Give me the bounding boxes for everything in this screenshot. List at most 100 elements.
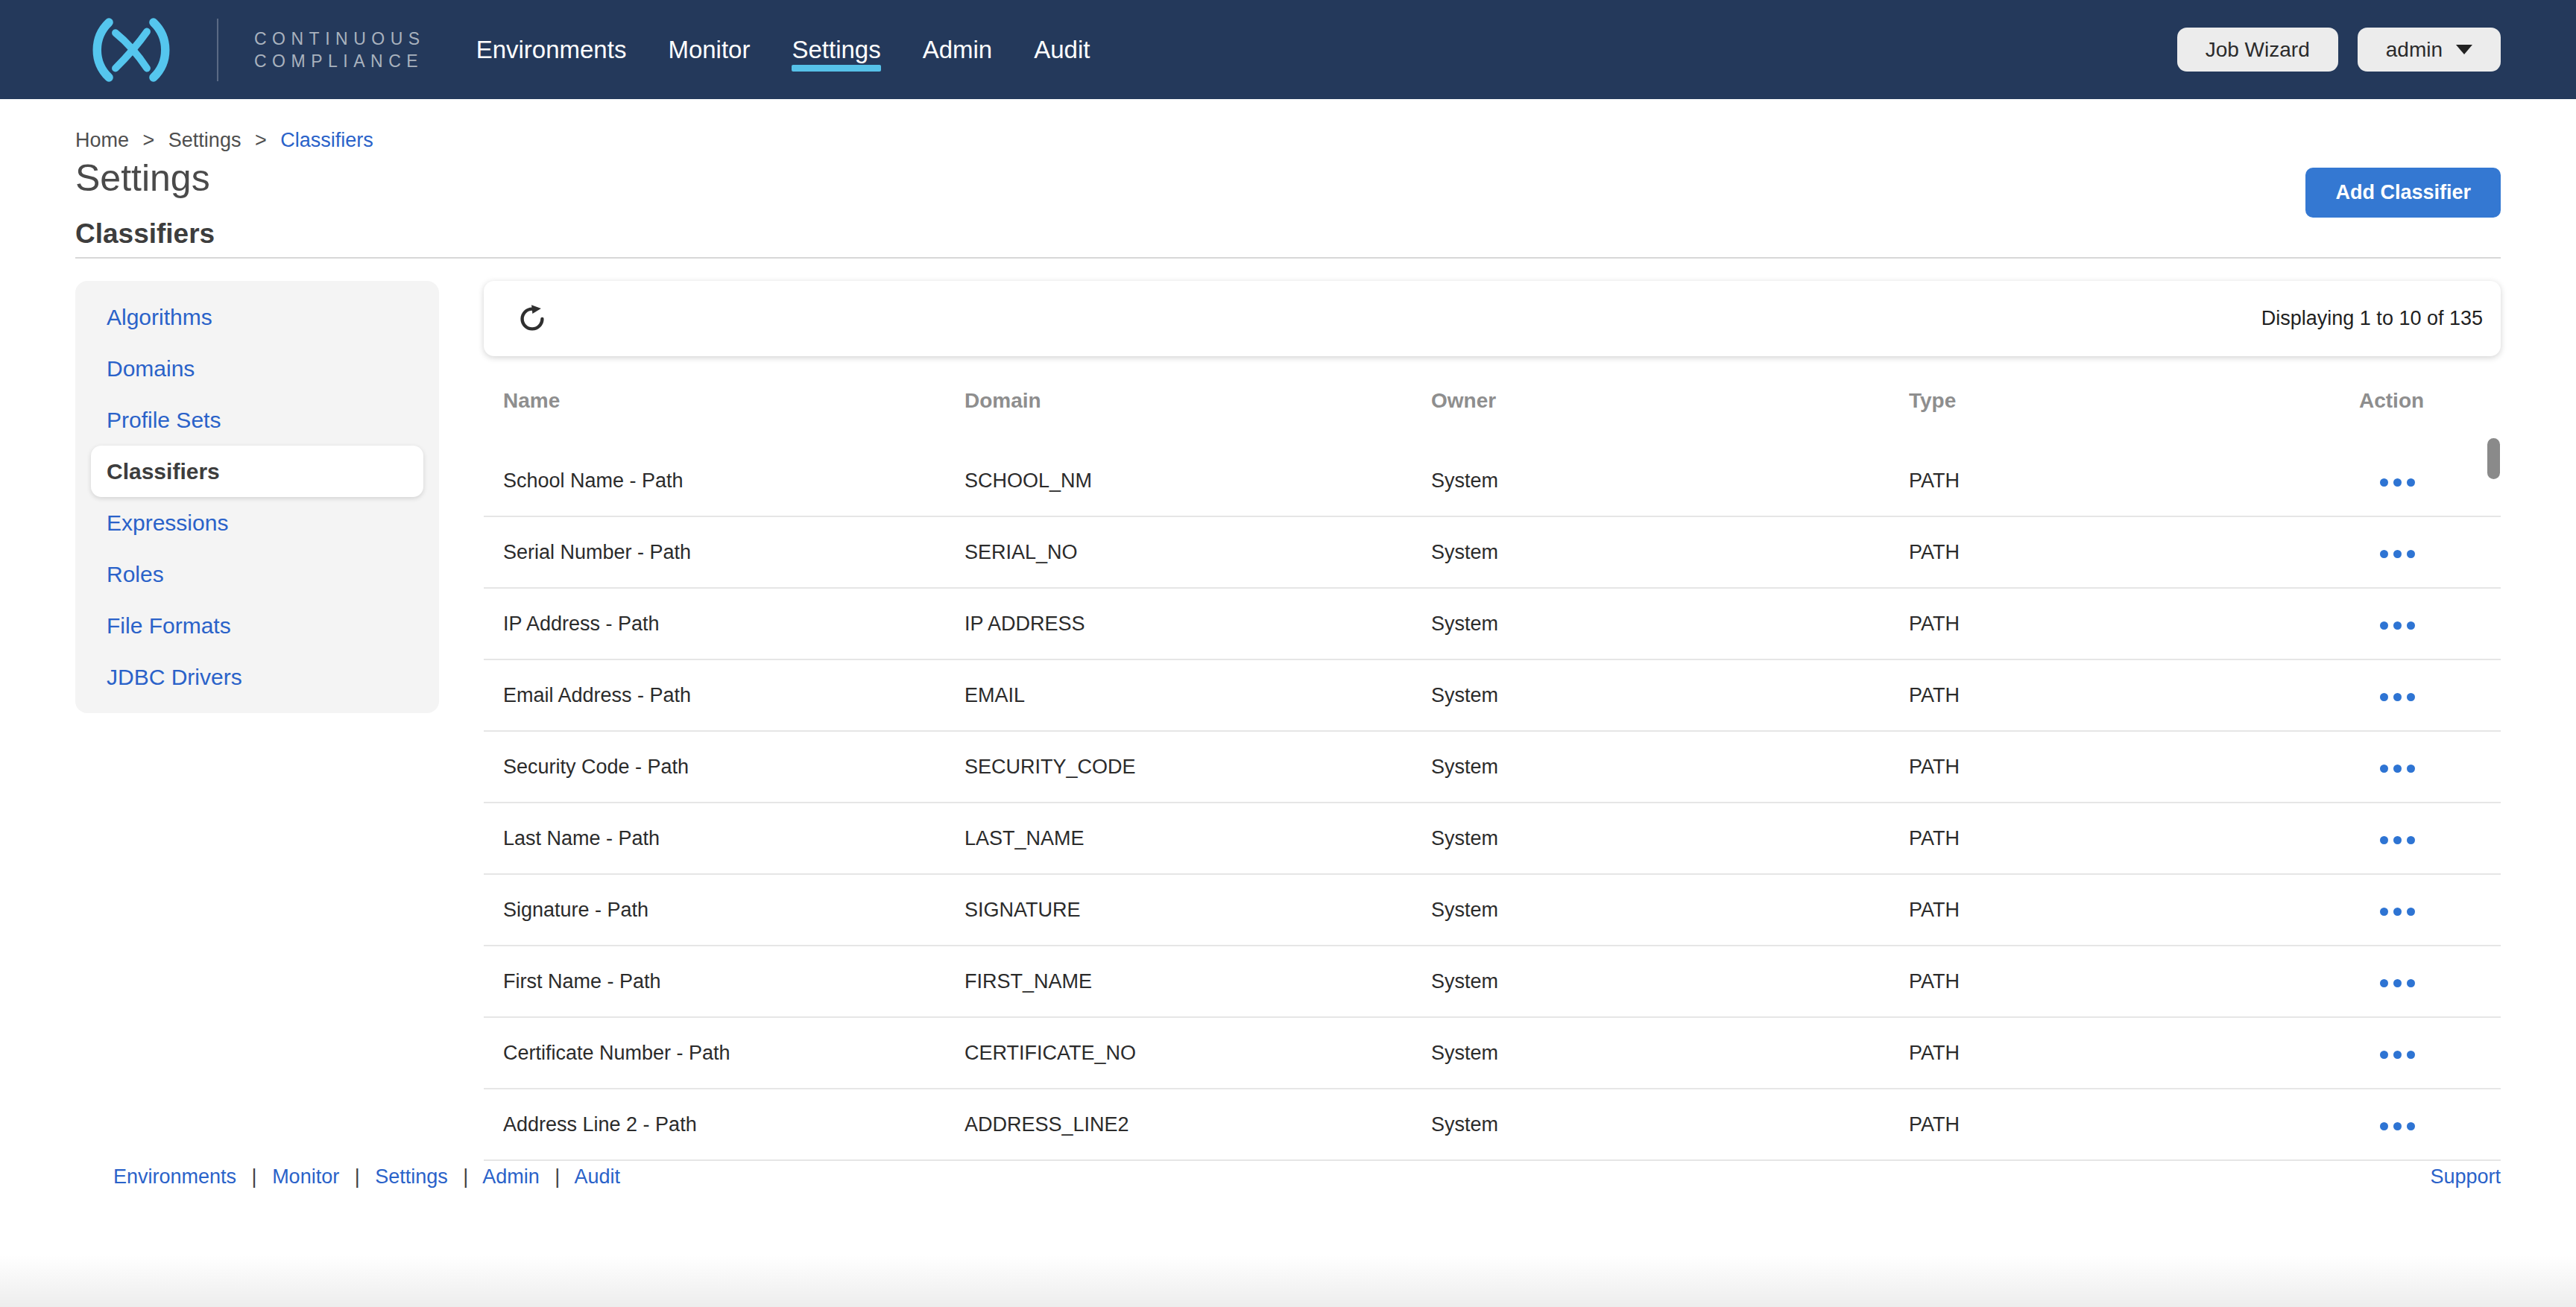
sidebar-item-label: Roles [107, 562, 164, 586]
sidebar-item-label: Algorithms [107, 305, 212, 329]
column-header-action: Action [2359, 389, 2501, 413]
cell-action [2359, 755, 2501, 779]
cell-owner: System [1431, 469, 1909, 493]
footer-link[interactable]: Admin [482, 1165, 540, 1188]
nav-item[interactable]: Settings [771, 0, 901, 99]
footer-link[interactable]: Monitor [272, 1165, 339, 1188]
ellipsis-icon [2380, 836, 2388, 844]
column-header-owner: Owner [1431, 389, 1909, 413]
cell-domain: FIRST_NAME [965, 970, 1431, 993]
cell-action [2359, 540, 2501, 564]
row-actions-button[interactable] [2377, 973, 2418, 993]
nav-item-label: Settings [792, 36, 880, 64]
table-row: Security Code - Path SECURITY_CODE Syste… [484, 732, 2501, 803]
breadcrumb-separator: > [143, 129, 155, 151]
breadcrumb-item: Settings > [168, 129, 280, 151]
sidebar-item[interactable]: Algorithms [75, 291, 439, 343]
cell-type: PATH [1909, 899, 2359, 922]
cell-owner: System [1431, 684, 1909, 707]
cell-name: Certificate Number - Path [503, 1042, 965, 1065]
footer-item: Audit | [574, 1165, 620, 1188]
cell-action [2359, 1113, 2501, 1136]
bottom-fade [0, 1255, 2576, 1307]
table-row: Email Address - Path EMAIL System PATH [484, 660, 2501, 732]
cell-action [2359, 898, 2501, 922]
cell-owner: System [1431, 827, 1909, 850]
brand-line-1: CONTINUOUS [254, 28, 426, 50]
ellipsis-icon [2380, 1122, 2388, 1130]
breadcrumb-link[interactable]: Settings [168, 129, 242, 151]
user-menu-label: admin [2386, 38, 2443, 62]
breadcrumb-item: Classifiers > [280, 129, 373, 151]
nav-item[interactable]: Audit [1013, 0, 1111, 99]
table-row: Signature - Path SIGNATURE System PATH [484, 875, 2501, 946]
footer-item: Environments | [113, 1165, 272, 1188]
cell-owner: System [1431, 1042, 1909, 1065]
table-header-row: Name Domain Owner Type Action [484, 356, 2501, 446]
sidebar-item[interactable]: Expressions [75, 497, 439, 548]
ellipsis-icon [2380, 693, 2388, 701]
row-actions-button[interactable] [2377, 902, 2418, 922]
row-actions-button[interactable] [2377, 615, 2418, 636]
breadcrumb-separator: > [255, 129, 267, 151]
nav-item[interactable]: Admin [902, 0, 1014, 99]
cell-owner: System [1431, 899, 1909, 922]
cell-type: PATH [1909, 756, 2359, 779]
footer-item: Admin | [482, 1165, 574, 1188]
cell-domain: ADDRESS_LINE2 [965, 1113, 1431, 1136]
cell-type: PATH [1909, 613, 2359, 636]
sidebar-item-label: File Formats [107, 613, 231, 638]
footer-link[interactable]: Environments [113, 1165, 236, 1188]
table-scrollbar-thumb[interactable] [2487, 438, 2500, 479]
cell-name: School Name - Path [503, 469, 965, 493]
sidebar-item[interactable]: JDBC Drivers [75, 651, 439, 703]
ellipsis-icon [2380, 550, 2388, 558]
cell-domain: SECURITY_CODE [965, 756, 1431, 779]
table-row: Address Line 2 - Path ADDRESS_LINE2 Syst… [484, 1089, 2501, 1161]
sidebar-item[interactable]: Classifiers [91, 446, 423, 497]
support-link[interactable]: Support [2430, 1165, 2501, 1189]
cell-action [2359, 1041, 2501, 1065]
cell-owner: System [1431, 541, 1909, 564]
main-nav: Environments Monitor Settings Admin Audi… [455, 0, 1111, 99]
cell-type: PATH [1909, 541, 2359, 564]
sidebar-item[interactable]: File Formats [75, 600, 439, 651]
cell-action [2359, 469, 2501, 493]
row-actions-button[interactable] [2377, 472, 2418, 493]
footer-links: Environments | Monitor | Settings | Admi… [113, 1165, 620, 1189]
classifiers-content: Displaying 1 to 10 of 135 Name Domain Ow… [484, 281, 2501, 1161]
cell-owner: System [1431, 613, 1909, 636]
refresh-button[interactable] [515, 302, 549, 336]
nav-item[interactable]: Environments [455, 0, 648, 99]
user-menu-button[interactable]: admin [2358, 28, 2501, 72]
add-classifier-button[interactable]: Add Classifier [2305, 168, 2501, 218]
cell-type: PATH [1909, 1113, 2359, 1136]
main-layout: Algorithms Domains Profile Sets Classifi… [75, 281, 2501, 1161]
column-header-type: Type [1909, 389, 2359, 413]
row-actions-button[interactable] [2377, 1045, 2418, 1065]
sidebar-item[interactable]: Profile Sets [75, 394, 439, 446]
footer-link[interactable]: Settings [375, 1165, 448, 1188]
sidebar-item[interactable]: Domains [75, 343, 439, 394]
cell-type: PATH [1909, 970, 2359, 993]
cell-type: PATH [1909, 1042, 2359, 1065]
job-wizard-button[interactable]: Job Wizard [2177, 28, 2338, 72]
continuous-compliance-logo-icon [75, 17, 187, 83]
sidebar-item-label: Classifiers [107, 459, 220, 484]
brand-divider [217, 19, 218, 81]
sidebar-item[interactable]: Roles [75, 548, 439, 600]
page-title: Settings [75, 156, 2576, 200]
footer-link[interactable]: Audit [574, 1165, 620, 1188]
cell-domain: SCHOOL_NM [965, 469, 1431, 493]
row-actions-button[interactable] [2377, 544, 2418, 564]
cell-domain: IP ADDRESS [965, 613, 1431, 636]
row-actions-button[interactable] [2377, 830, 2418, 850]
nav-item[interactable]: Monitor [647, 0, 771, 99]
column-header-domain: Domain [965, 389, 1431, 413]
page-footer: Environments | Monitor | Settings | Admi… [0, 1165, 2576, 1189]
row-actions-button[interactable] [2377, 687, 2418, 707]
row-actions-button[interactable] [2377, 1116, 2418, 1136]
breadcrumb-link[interactable]: Classifiers [280, 129, 373, 151]
row-actions-button[interactable] [2377, 759, 2418, 779]
breadcrumb-link[interactable]: Home [75, 129, 129, 151]
